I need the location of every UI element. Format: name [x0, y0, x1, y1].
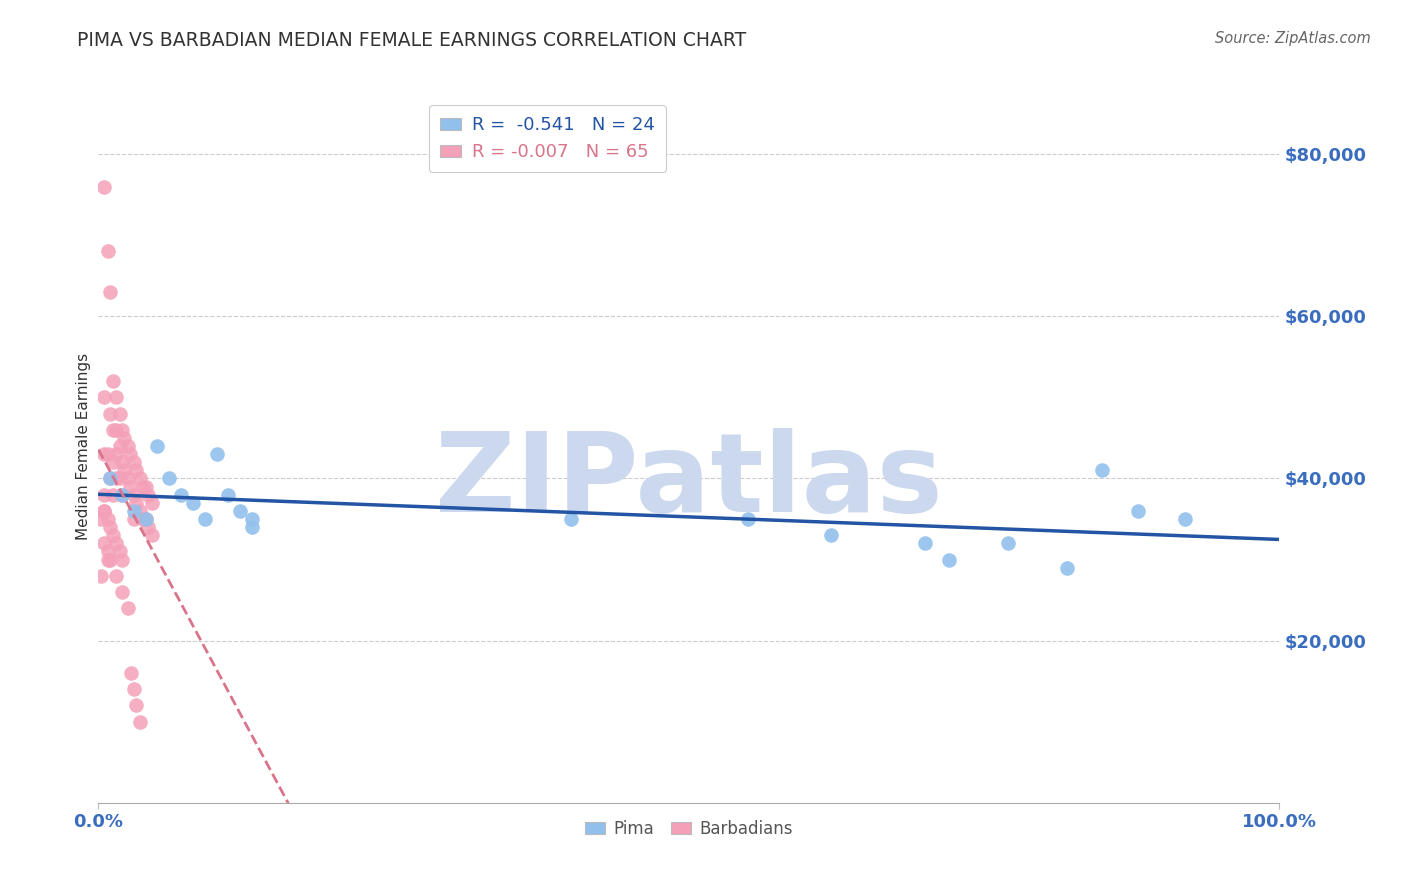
Point: [181, 496, 204, 510]
Point: [194, 512, 217, 526]
Point: [240, 512, 263, 526]
Point: [93, 179, 115, 194]
Text: PIMA VS BARBADIAN MEDIAN FEMALE EARNINGS CORRELATION CHART: PIMA VS BARBADIAN MEDIAN FEMALE EARNINGS…: [77, 31, 747, 50]
Point: [101, 488, 124, 502]
Y-axis label: Median Female Earnings: Median Female Earnings: [76, 352, 91, 540]
Point: [98, 407, 121, 421]
Point: [98, 285, 121, 299]
Point: [117, 439, 139, 453]
Point: [108, 544, 131, 558]
Point: [111, 455, 134, 469]
Point: [121, 666, 143, 681]
Point: [98, 471, 121, 485]
Point: [111, 552, 134, 566]
Point: [135, 512, 157, 526]
Point: [122, 682, 145, 697]
Point: [101, 528, 124, 542]
Point: [112, 463, 135, 477]
Point: [105, 447, 128, 461]
Point: [111, 488, 134, 502]
Point: [938, 552, 960, 566]
Point: [97, 544, 120, 558]
Point: [146, 439, 169, 453]
Point: [135, 479, 157, 493]
Point: [93, 536, 115, 550]
Point: [122, 455, 145, 469]
Point: [98, 471, 121, 485]
Point: [229, 504, 252, 518]
Point: [128, 714, 150, 729]
Point: [98, 520, 121, 534]
Point: [101, 423, 124, 437]
Point: [122, 504, 145, 518]
Point: [141, 496, 163, 510]
Point: [112, 431, 135, 445]
Point: [217, 488, 239, 502]
Point: [122, 488, 145, 502]
Point: [93, 504, 115, 518]
Point: [136, 488, 159, 502]
Point: [117, 601, 139, 615]
Point: [98, 552, 121, 566]
Point: [93, 390, 115, 404]
Point: [820, 528, 842, 542]
Point: [737, 512, 759, 526]
Point: [125, 698, 148, 713]
Text: ZIPatlas: ZIPatlas: [434, 428, 943, 535]
Point: [108, 471, 131, 485]
Point: [97, 552, 120, 566]
Point: [93, 488, 115, 502]
Point: [111, 488, 134, 502]
Point: [105, 471, 128, 485]
Point: [111, 585, 134, 599]
Point: [97, 512, 120, 526]
Point: [1174, 512, 1197, 526]
Point: [108, 407, 131, 421]
Point: [93, 447, 115, 461]
Point: [132, 479, 155, 493]
Point: [170, 488, 193, 502]
Point: [141, 528, 163, 542]
Point: [1056, 560, 1078, 574]
Point: [105, 423, 128, 437]
Point: [125, 496, 148, 510]
Point: [136, 520, 159, 534]
Point: [120, 447, 142, 461]
Point: [120, 479, 142, 493]
Point: [117, 471, 139, 485]
Point: [1126, 504, 1149, 518]
Point: [240, 520, 263, 534]
Point: [914, 536, 936, 550]
Point: [105, 568, 128, 582]
Point: [111, 423, 134, 437]
Point: [997, 536, 1019, 550]
Point: [101, 374, 124, 388]
Point: [122, 512, 145, 526]
Point: [97, 244, 120, 259]
Point: [560, 512, 582, 526]
Point: [1091, 463, 1114, 477]
Legend: Pima, Barbadians: Pima, Barbadians: [578, 814, 800, 845]
Point: [101, 455, 124, 469]
Point: [132, 512, 155, 526]
Point: [128, 471, 150, 485]
Text: Source: ZipAtlas.com: Source: ZipAtlas.com: [1215, 31, 1371, 46]
Point: [97, 447, 120, 461]
Point: [125, 463, 148, 477]
Point: [93, 504, 115, 518]
Point: [90, 512, 112, 526]
Point: [128, 504, 150, 518]
Point: [205, 447, 228, 461]
Point: [135, 512, 157, 526]
Point: [108, 439, 131, 453]
Point: [157, 471, 180, 485]
Point: [105, 390, 128, 404]
Point: [105, 536, 128, 550]
Point: [90, 568, 112, 582]
